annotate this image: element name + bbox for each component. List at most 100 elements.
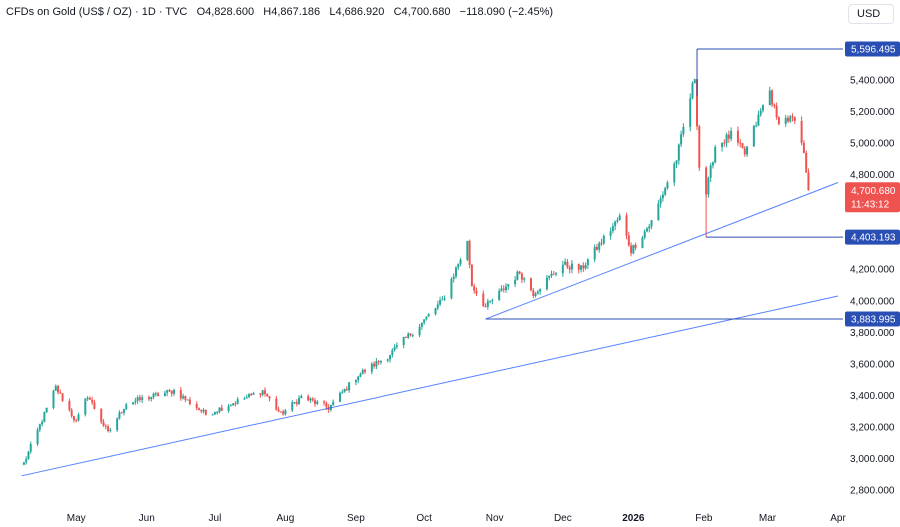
current-price-label: 4,700.680 xyxy=(851,186,896,197)
candle-body xyxy=(373,363,376,367)
candle xyxy=(120,411,123,414)
candle xyxy=(584,262,587,270)
candle-body xyxy=(150,397,153,400)
candle xyxy=(470,263,473,287)
candle-body xyxy=(523,278,526,280)
candle-body xyxy=(552,273,555,275)
candle xyxy=(689,93,692,132)
candle-body xyxy=(93,402,96,409)
candle-body xyxy=(789,116,792,122)
candle xyxy=(261,390,264,397)
candle-body xyxy=(657,203,660,221)
candle xyxy=(539,288,542,296)
candle xyxy=(582,262,585,272)
candle xyxy=(791,113,794,122)
candle-body xyxy=(245,397,248,399)
candle-body xyxy=(689,98,692,127)
candle-body xyxy=(773,104,776,106)
candle xyxy=(22,461,25,466)
candles-group xyxy=(22,78,810,466)
candle xyxy=(536,289,539,295)
candle xyxy=(154,391,157,397)
candle-body xyxy=(532,290,535,296)
candle xyxy=(502,285,505,293)
candle xyxy=(107,424,110,433)
candle-body xyxy=(564,261,567,265)
candle xyxy=(518,271,521,275)
candle xyxy=(564,258,567,266)
candle-body xyxy=(370,363,373,372)
candle-body xyxy=(109,429,112,432)
candle xyxy=(664,186,667,197)
x-tick-label: Nov xyxy=(486,513,504,524)
candle xyxy=(45,407,48,413)
candle-body xyxy=(227,406,230,411)
candle xyxy=(250,392,253,397)
candle-body xyxy=(291,402,294,411)
candle xyxy=(88,396,91,400)
candle-body xyxy=(566,261,569,268)
interval-label[interactable]: 1D xyxy=(141,6,156,18)
trendline xyxy=(485,182,839,320)
candle-body xyxy=(84,398,87,415)
candle-body xyxy=(736,130,739,143)
candle xyxy=(768,86,771,106)
candle-body xyxy=(316,401,319,404)
candle xyxy=(402,336,405,349)
candle xyxy=(648,223,651,233)
candle xyxy=(379,360,382,365)
candle xyxy=(739,138,742,148)
candle-body xyxy=(643,231,646,238)
candle xyxy=(755,121,758,128)
candle xyxy=(441,296,444,301)
candle xyxy=(466,240,469,262)
candle-body xyxy=(757,114,760,126)
candle-body xyxy=(402,336,405,346)
candle xyxy=(434,307,437,316)
candle-body xyxy=(259,393,262,395)
candle-body xyxy=(395,345,398,348)
currency-selector[interactable]: USD xyxy=(848,4,894,24)
candle-body xyxy=(505,286,508,290)
candle xyxy=(291,400,294,413)
candle-body xyxy=(727,134,730,139)
candle-body xyxy=(482,293,485,307)
candle xyxy=(550,270,553,278)
candle-body xyxy=(179,390,182,399)
candle-body xyxy=(805,152,808,173)
candle-body xyxy=(609,231,612,236)
candle-body xyxy=(45,407,48,413)
candle-body xyxy=(132,402,135,405)
candle-body xyxy=(561,264,564,274)
candle xyxy=(548,275,551,281)
candle-body xyxy=(593,246,596,260)
candle-body xyxy=(243,398,246,400)
candle-body xyxy=(213,412,216,415)
candle-body xyxy=(300,396,303,398)
candle xyxy=(332,399,335,406)
candle-body xyxy=(491,299,494,301)
candle-body xyxy=(277,409,280,412)
candle-body xyxy=(582,265,585,269)
candle xyxy=(632,244,635,255)
candle-body xyxy=(466,240,469,260)
candle-body xyxy=(645,228,648,232)
candle xyxy=(307,394,310,402)
candle-body xyxy=(293,402,296,404)
candle xyxy=(309,397,312,403)
candle-body xyxy=(693,79,696,84)
candle-body xyxy=(163,392,166,397)
high-label: H xyxy=(263,6,272,18)
candle xyxy=(568,265,571,274)
candle-body xyxy=(198,408,201,410)
candle xyxy=(213,411,216,415)
candle xyxy=(391,348,394,358)
candle xyxy=(395,342,398,350)
candle xyxy=(627,231,630,247)
candle-body xyxy=(725,134,728,144)
candle xyxy=(666,180,669,190)
candle xyxy=(752,124,755,147)
symbol-name[interactable]: CFDs on Gold (US$ / OZ) xyxy=(6,6,132,18)
candle-body xyxy=(22,462,25,465)
